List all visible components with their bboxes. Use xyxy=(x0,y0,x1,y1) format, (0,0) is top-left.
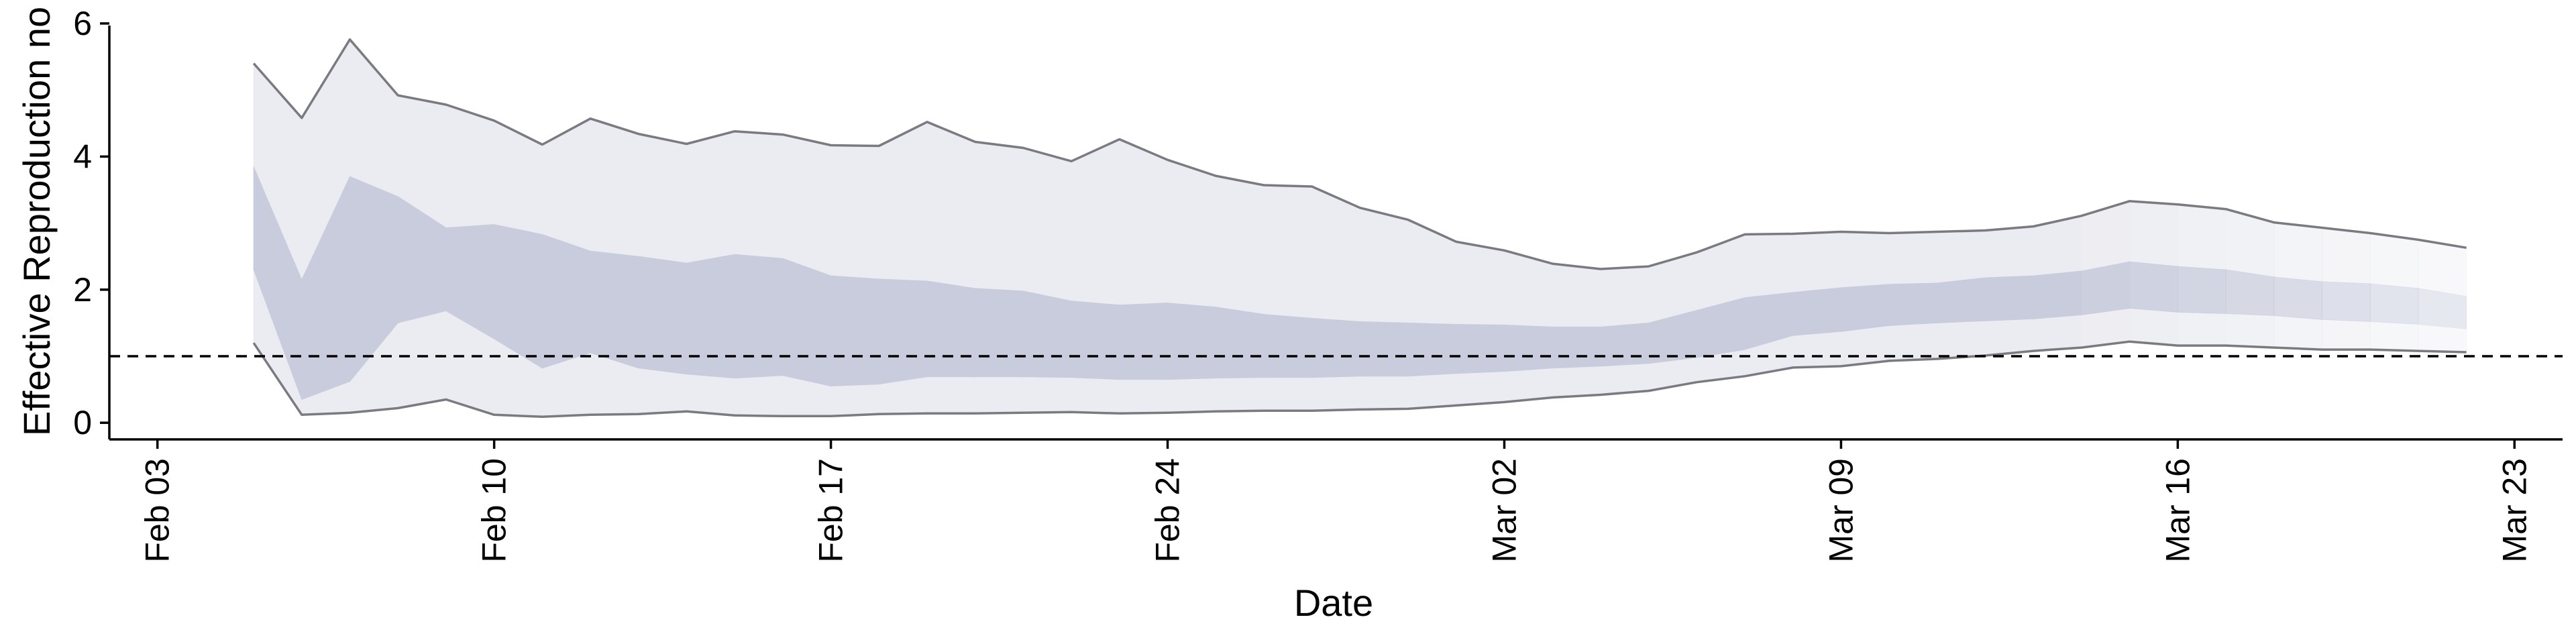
inner-band-segment xyxy=(1119,303,1168,380)
inner-band-segment xyxy=(1023,290,1072,378)
inner-band-segment xyxy=(1840,284,1890,332)
inner-band-segment xyxy=(2273,276,2322,320)
inner-band-segment xyxy=(1504,324,1553,372)
inner-band-segment xyxy=(1888,282,1938,326)
inner-band-segment xyxy=(2033,270,2082,319)
inner-band-segment xyxy=(1985,275,2034,321)
inner-band-segments xyxy=(253,166,2467,400)
x-tick-label: Mar 02 xyxy=(1486,458,1523,563)
y-tick-label: 6 xyxy=(73,5,92,42)
inner-band-segment xyxy=(2225,269,2275,316)
outer-band-segment xyxy=(1407,219,1457,409)
inner-band-segment xyxy=(1360,321,1409,377)
x-axis-title: Date xyxy=(1294,582,1373,624)
inner-band-segment xyxy=(782,258,831,387)
x-tick-label: Feb 17 xyxy=(812,458,850,563)
inner-band-segment xyxy=(878,278,928,385)
inner-band-segment xyxy=(2322,281,2371,322)
inner-band-segment xyxy=(1456,323,1505,374)
y-tick-label: 2 xyxy=(73,271,92,309)
outer-band-segment xyxy=(1456,241,1505,406)
y-tick-label: 4 xyxy=(73,138,92,175)
inner-band-segment xyxy=(590,250,639,369)
x-tick-labels: Feb 03 Feb 10 Feb 17 Feb 24 Mar 02 Mar 09 Mar … xyxy=(139,458,2534,563)
inner-band-segment xyxy=(926,280,976,378)
axes xyxy=(100,22,2563,449)
inner-band-segment xyxy=(542,233,591,369)
inner-band-segment xyxy=(1215,307,1265,379)
inner-band-segment xyxy=(2129,261,2178,313)
outer-band-upper-line xyxy=(252,38,2467,270)
inner-band-segment xyxy=(1937,277,1986,323)
inner-band-segment xyxy=(975,288,1024,378)
band-lines xyxy=(252,38,2467,419)
x-tick-label: Feb 24 xyxy=(1149,458,1187,563)
y-tick-labels: 0 2 4 6 xyxy=(73,5,92,441)
y-axis-title: Effective Reproduction no xyxy=(15,7,58,436)
inner-band-segment xyxy=(1263,314,1312,378)
inner-band-segment xyxy=(2418,288,2467,329)
x-tick-label: Mar 23 xyxy=(2496,458,2533,563)
inner-band-segment xyxy=(2081,261,2131,315)
inner-band-segment xyxy=(2369,283,2419,325)
inner-band-segment xyxy=(1167,303,1216,380)
x-tick-label: Feb 10 xyxy=(476,458,513,563)
y-tick-label: 0 xyxy=(73,404,92,441)
inner-band-segment xyxy=(1311,317,1360,378)
inner-band-segment xyxy=(830,275,879,387)
outer-band-segment xyxy=(1360,207,1409,410)
inner-band-segment xyxy=(734,254,784,379)
inner-band-segment xyxy=(1071,301,1120,380)
inner-band-segment xyxy=(1407,322,1457,377)
inner-band-segment xyxy=(2177,266,2226,314)
inner-band-segment xyxy=(686,254,735,379)
x-tick-label: Mar 16 xyxy=(2159,458,2196,563)
x-tick-label: Mar 09 xyxy=(1822,458,1860,563)
inner-band-segment xyxy=(1600,322,1650,367)
inner-band-segment xyxy=(1552,326,1601,369)
inner-band-segment xyxy=(1792,287,1841,336)
outer-band-lower-line xyxy=(252,340,2467,419)
x-tick-label: Feb 03 xyxy=(139,458,176,563)
